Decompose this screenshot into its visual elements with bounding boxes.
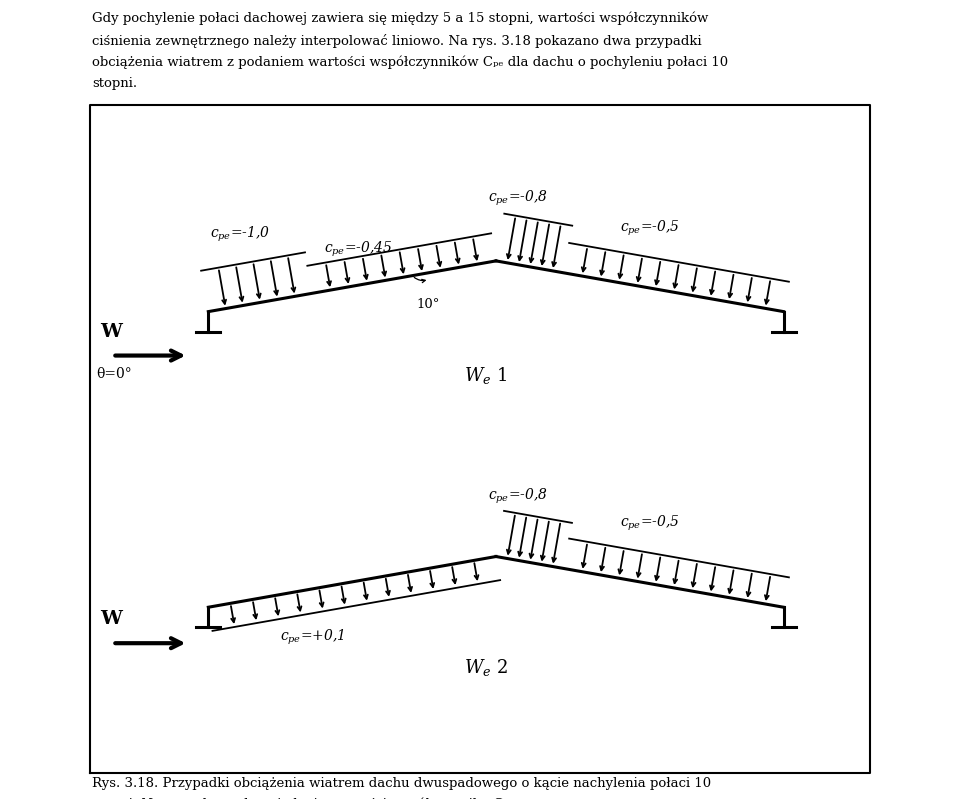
Text: $\mathit{c}_{pe}$=-0,5: $\mathit{c}_{pe}$=-0,5 (620, 218, 680, 238)
Text: Gdy pochylenie połaci dachowej zawiera się między 5 a 15 stopni, wartości współc: Gdy pochylenie połaci dachowej zawiera s… (92, 12, 708, 26)
Text: $\mathit{c}_{pe}$=-0,45: $\mathit{c}_{pe}$=-0,45 (324, 240, 393, 259)
Text: θ=0°: θ=0° (96, 367, 132, 381)
Text: obciążenia wiatrem z podaniem wartości współczynników Cₚₑ dla dachu o pochyleniu: obciążenia wiatrem z podaniem wartości w… (92, 55, 729, 69)
Text: Rys. 3.18. Przypadki obciążenia wiatrem dachu dwuspadowego o kącie nachylenia po: Rys. 3.18. Przypadki obciążenia wiatrem … (92, 777, 711, 790)
Text: W: W (101, 323, 122, 340)
Text: 10°: 10° (416, 298, 440, 311)
Text: $\mathit{c}_{pe}$=-0,8: $\mathit{c}_{pe}$=-0,8 (488, 487, 548, 507)
Text: $\mathit{c}_{pe}$=-0,8: $\mathit{c}_{pe}$=-0,8 (488, 189, 548, 209)
Text: ciśnienia zewnętrznego należy interpolować liniowo. Na rys. 3.18 pokazano dwa pr: ciśnienia zewnętrznego należy interpolow… (92, 34, 702, 48)
Text: W: W (101, 610, 122, 628)
Text: $W_e$ 2: $W_e$ 2 (464, 657, 508, 678)
Text: $\mathit{c}_{pe}$=-0,5: $\mathit{c}_{pe}$=-0,5 (620, 514, 680, 534)
Text: stopni. Na rysunku podano jedynie wartości współczynnika Cₚₑ.: stopni. Na rysunku podano jedynie wartoś… (92, 797, 518, 799)
Text: $W_e$ 1: $W_e$ 1 (464, 365, 507, 386)
Text: $\mathit{c}_{pe}$=+0,1: $\mathit{c}_{pe}$=+0,1 (280, 628, 345, 647)
Text: $\mathit{c}_{pe}$=-1,0: $\mathit{c}_{pe}$=-1,0 (210, 225, 270, 244)
Text: stopni.: stopni. (92, 77, 137, 89)
